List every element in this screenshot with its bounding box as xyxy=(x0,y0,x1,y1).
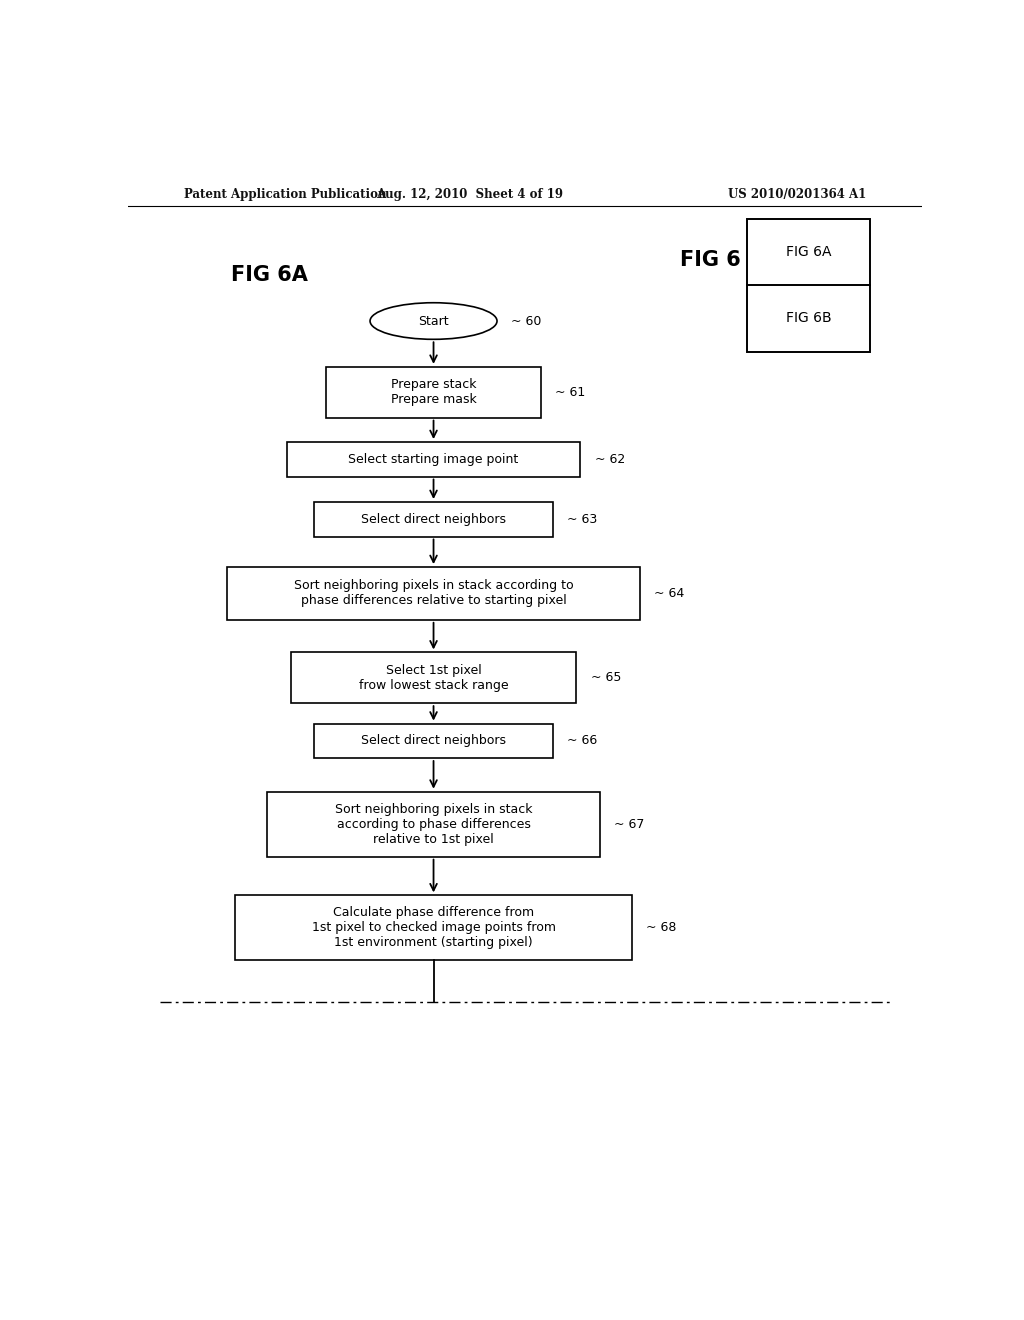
Text: Start: Start xyxy=(418,314,449,327)
Text: Select 1st pixel
frow lowest stack range: Select 1st pixel frow lowest stack range xyxy=(358,664,508,692)
FancyBboxPatch shape xyxy=(267,792,600,857)
FancyBboxPatch shape xyxy=(748,219,870,351)
FancyBboxPatch shape xyxy=(287,442,581,477)
Text: Patent Application Publication: Patent Application Publication xyxy=(183,189,386,202)
Text: Select direct neighbors: Select direct neighbors xyxy=(361,734,506,747)
Text: FIG 6: FIG 6 xyxy=(680,249,740,271)
Text: Prepare stack
Prepare mask: Prepare stack Prepare mask xyxy=(391,378,476,407)
FancyBboxPatch shape xyxy=(291,652,577,704)
Text: Sort neighboring pixels in stack according to
phase differences relative to star: Sort neighboring pixels in stack accordi… xyxy=(294,579,573,607)
Text: FIG 6A: FIG 6A xyxy=(231,265,308,285)
Text: ~ 61: ~ 61 xyxy=(555,385,585,399)
Text: FIG 6B: FIG 6B xyxy=(785,312,831,326)
Text: ~ 63: ~ 63 xyxy=(567,512,597,525)
Text: ~ 66: ~ 66 xyxy=(567,734,597,747)
Text: Aug. 12, 2010  Sheet 4 of 19: Aug. 12, 2010 Sheet 4 of 19 xyxy=(376,189,563,202)
FancyBboxPatch shape xyxy=(314,723,553,758)
Text: ~ 64: ~ 64 xyxy=(654,587,684,599)
Text: ~ 68: ~ 68 xyxy=(646,921,677,935)
FancyBboxPatch shape xyxy=(327,367,541,417)
Text: Select starting image point: Select starting image point xyxy=(348,453,519,466)
Text: ~ 60: ~ 60 xyxy=(511,314,542,327)
Text: ~ 65: ~ 65 xyxy=(591,672,621,684)
Text: Select direct neighbors: Select direct neighbors xyxy=(361,512,506,525)
Text: US 2010/0201364 A1: US 2010/0201364 A1 xyxy=(728,189,866,202)
Text: FIG 6A: FIG 6A xyxy=(785,246,831,260)
Text: ~ 62: ~ 62 xyxy=(595,453,625,466)
Text: Calculate phase difference from
1st pixel to checked image points from
1st envir: Calculate phase difference from 1st pixe… xyxy=(311,907,556,949)
Text: Sort neighboring pixels in stack
according to phase differences
relative to 1st : Sort neighboring pixels in stack accordi… xyxy=(335,803,532,846)
Text: ~ 67: ~ 67 xyxy=(614,817,645,830)
FancyBboxPatch shape xyxy=(236,895,632,961)
FancyBboxPatch shape xyxy=(314,502,553,536)
Ellipse shape xyxy=(370,302,497,339)
FancyBboxPatch shape xyxy=(227,568,640,620)
